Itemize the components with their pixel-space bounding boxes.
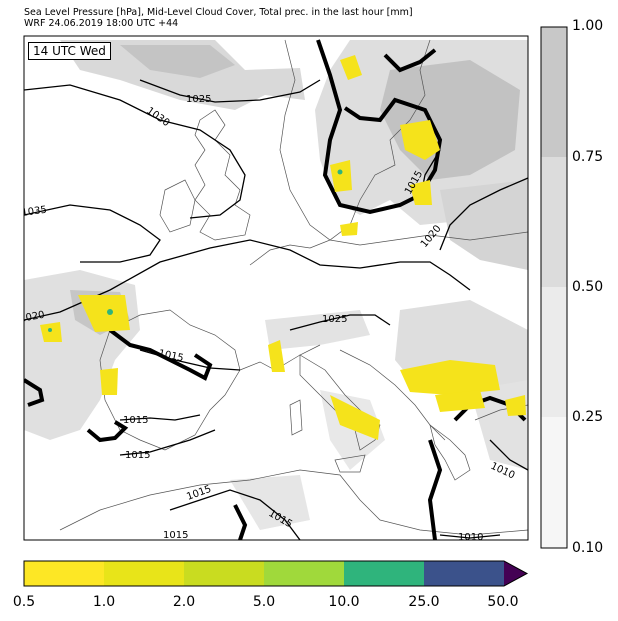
front-algeria <box>233 504 248 540</box>
precip-colorbar-tick: 2.0 <box>172 594 196 610</box>
precip-layer <box>40 55 526 440</box>
cloud-colorbar-segment <box>541 157 567 287</box>
coastline-italy <box>299 354 381 451</box>
isobar-label: 1020 <box>19 310 46 325</box>
precip-colorbar-tick: 50.0 <box>487 594 519 610</box>
precip-colorbar-segment <box>344 561 424 586</box>
cloud-colorbar-tick: 0.10 <box>572 540 604 556</box>
isobar-1010-south <box>439 534 501 539</box>
precip-finland <box>400 120 440 160</box>
cloud-patch-north-atlantic-core <box>120 45 235 78</box>
precip-atlantic <box>40 322 62 342</box>
isobar-label: 1015 <box>123 415 148 426</box>
cloud-colorbar-tick: 0.25 <box>572 409 604 425</box>
coastline-greece <box>429 424 471 481</box>
isobar-1015-africa <box>119 429 216 456</box>
coastline-adriatic <box>339 349 446 441</box>
cloud-colorbar-tick: 1.00 <box>572 18 604 34</box>
precip-sweden <box>340 55 362 80</box>
coastline-ireland <box>159 179 196 233</box>
precip-iberia-north <box>78 295 130 332</box>
isobar-1025-north <box>139 79 321 103</box>
isobar-label: 1010 <box>458 532 483 543</box>
cloud-colorbar-tick: 0.75 <box>572 149 604 165</box>
precip-colorbar-tick: 10.0 <box>328 594 360 610</box>
chart-title: Sea Level Pressure [hPa], Mid-Level Clou… <box>24 7 413 18</box>
map-frame <box>23 35 529 541</box>
isobar-1035 <box>24 204 161 263</box>
isobar-label: 1015 <box>157 348 184 364</box>
chart-subtitle: WRF 24.06.2019 18:00 UTC +44 <box>24 18 179 29</box>
cloud-colorbar-tick: 0.50 <box>572 279 604 295</box>
precip-colorbar-extend-arrow <box>504 561 527 586</box>
front-greece <box>427 439 443 540</box>
precip-colorbar-tick: 5.0 <box>252 594 276 610</box>
isobar-label: 1035 <box>21 205 48 219</box>
precip-colorbar <box>23 560 529 587</box>
isobar-1020-west <box>24 239 471 321</box>
precip-iberia-west <box>100 368 118 395</box>
isobar-1020-east <box>439 177 528 251</box>
coastline-sicily <box>334 454 366 473</box>
precip-heavy-atlantic <box>48 328 52 332</box>
precip-heavy-layer <box>48 169 343 332</box>
cloud-patch-north-africa <box>230 475 310 530</box>
isobar-1015-sahara <box>169 489 301 540</box>
precip-balkans <box>400 360 500 395</box>
precip-colorbar-segment <box>104 561 184 586</box>
isobar-label: 1025 <box>186 94 211 105</box>
precip-norway <box>330 160 352 192</box>
precip-heavy-iberia <box>107 309 113 315</box>
isobar-1010-east <box>489 439 528 471</box>
front-iberia <box>108 328 213 381</box>
front-scandinavia <box>316 39 443 215</box>
isobar-label: 1025 <box>322 314 347 325</box>
front-baltic <box>383 48 437 73</box>
front-layer <box>24 39 527 540</box>
precip-colorbar-tick: 25.0 <box>408 594 440 610</box>
precip-colorbar-tick: 0.5 <box>12 594 36 610</box>
precip-italy <box>330 395 380 440</box>
precip-alps <box>268 340 285 372</box>
precip-colorbar-tick: 1.0 <box>92 594 116 610</box>
precip-colorbar-segment <box>424 561 504 586</box>
forecast-time-label: 14 UTC Wed <box>28 42 111 60</box>
front-morocco <box>86 420 129 443</box>
precip-turkey <box>505 395 526 416</box>
isobar-label: 1015 <box>163 530 188 541</box>
isobar-1015-iberia <box>119 414 201 421</box>
precip-colorbar-segment <box>24 561 104 586</box>
cloud-colorbar-segment <box>541 287 567 417</box>
isobar-label: 1015 <box>125 450 150 461</box>
cloud-colorbar <box>540 26 568 549</box>
precip-colorbar-segment <box>184 561 264 586</box>
cloud-patch-alps <box>265 310 370 350</box>
isobar-1030-north <box>24 84 246 219</box>
cloud-patch-russia <box>440 180 528 270</box>
precip-finland-south <box>410 180 432 205</box>
precip-greece <box>435 390 485 412</box>
cloud-colorbar-segment <box>541 27 567 157</box>
coastline-sardinia <box>289 399 303 436</box>
map-area: 1025 1030 1035 1020 1015 1025 1015 1015 … <box>19 36 528 543</box>
precip-colorbar-segment <box>264 561 344 586</box>
front-atlantic <box>24 378 45 407</box>
coastline-north-africa <box>59 469 528 536</box>
isobar-layer <box>24 79 528 540</box>
cloud-colorbar-segment <box>541 417 567 548</box>
isobar-1025-central <box>289 314 391 331</box>
precip-baltic <box>340 222 358 236</box>
precip-heavy-norway <box>337 169 343 175</box>
